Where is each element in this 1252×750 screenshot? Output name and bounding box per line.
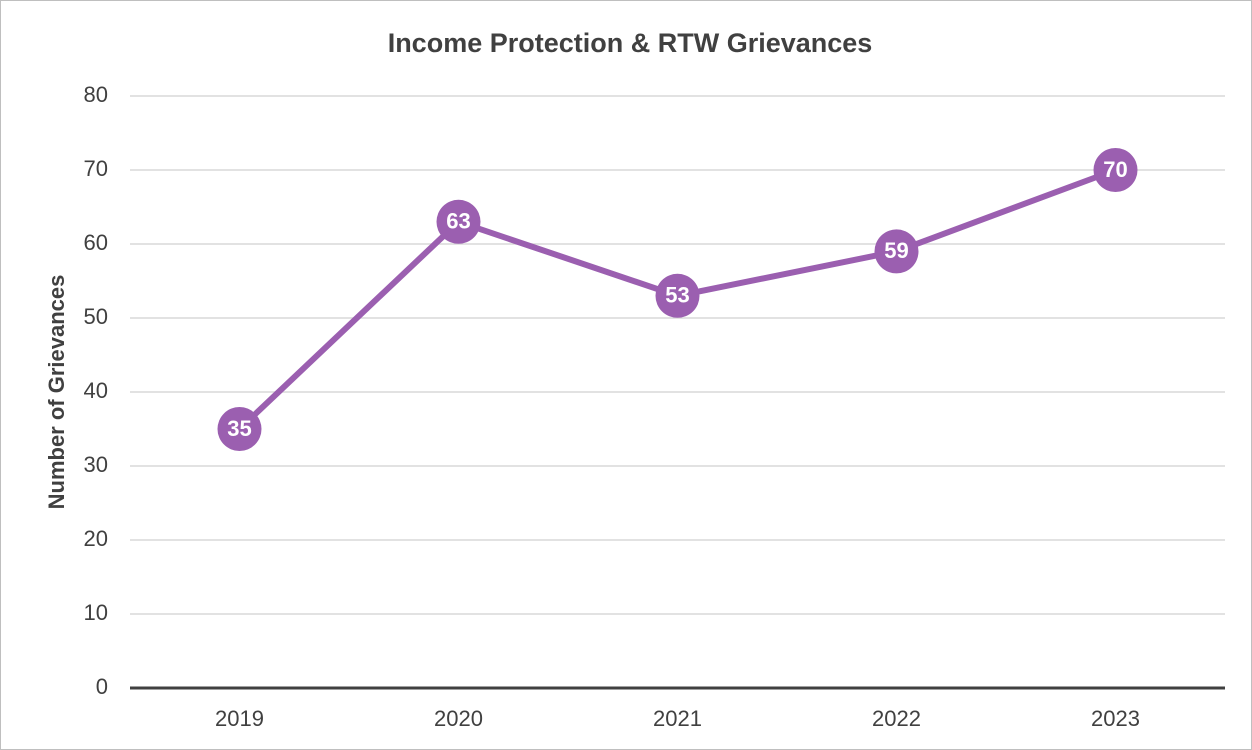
x-tick-label: 2023 [1091, 706, 1140, 731]
data-label: 35 [227, 416, 251, 441]
x-tick-label: 2019 [215, 706, 264, 731]
y-tick-label: 60 [84, 230, 108, 255]
data-label: 59 [884, 238, 908, 263]
y-tick-label: 50 [84, 304, 108, 329]
data-marker [874, 229, 919, 274]
y-tick-label: 10 [84, 600, 108, 625]
y-tick-label: 40 [84, 378, 108, 403]
y-tick-label: 0 [96, 674, 108, 699]
y-tick-label: 80 [84, 82, 108, 107]
data-label: 70 [1103, 157, 1127, 182]
data-marker [217, 407, 262, 451]
data-marker [1093, 148, 1138, 192]
data-marker [436, 199, 481, 244]
x-tick-label: 2020 [434, 706, 483, 731]
x-tick-label: 2022 [872, 706, 921, 731]
y-tick-label: 20 [84, 526, 108, 551]
y-tick-label: 30 [84, 452, 108, 477]
y-tick-label: 70 [84, 156, 108, 181]
y-axis-label: Number of Grievances [44, 275, 69, 510]
data-marker [655, 273, 700, 318]
x-tick-label: 2021 [653, 706, 702, 731]
chart-title: Income Protection & RTW Grievances [388, 28, 873, 58]
data-label: 53 [665, 283, 689, 308]
data-label: 63 [446, 209, 470, 234]
